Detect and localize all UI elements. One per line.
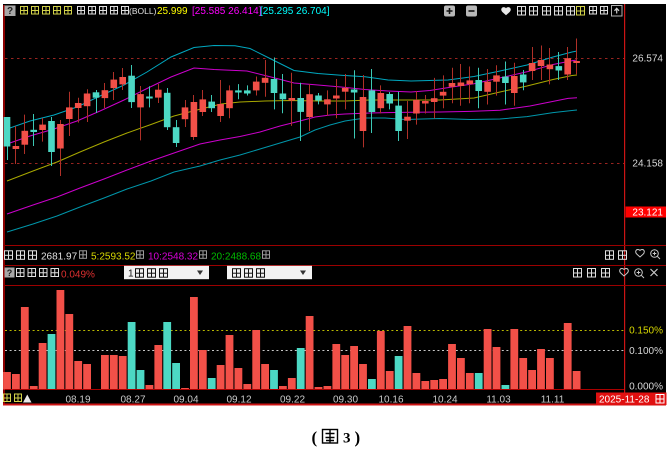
svg-text:3: 3	[343, 431, 351, 447]
svg-text:): )	[355, 428, 361, 447]
svg-text:10.16: 10.16	[378, 395, 403, 406]
svg-text:(: (	[312, 428, 318, 447]
svg-text:[25.585 26.414]: [25.585 26.414]	[192, 6, 262, 17]
svg-text:09.30: 09.30	[333, 395, 358, 406]
svg-text:08.19: 08.19	[65, 395, 90, 406]
svg-text:0.049%: 0.049%	[61, 270, 95, 281]
svg-text:26.574: 26.574	[632, 54, 663, 65]
svg-text:25.999: 25.999	[157, 6, 188, 17]
svg-text:10.24: 10.24	[432, 395, 457, 406]
svg-text:23.121: 23.121	[632, 208, 663, 219]
svg-text:20:2488.68: 20:2488.68	[211, 251, 261, 262]
svg-text:?: ?	[7, 268, 13, 278]
svg-text:11.11: 11.11	[541, 395, 565, 406]
svg-text:[25.295 26.704]: [25.295 26.704]	[260, 6, 330, 17]
svg-text:09.12: 09.12	[226, 395, 251, 406]
svg-text:11.03: 11.03	[486, 395, 511, 406]
svg-text:1: 1	[128, 269, 134, 280]
svg-text:24.158: 24.158	[632, 159, 663, 170]
svg-text:2025-11-28: 2025-11-28	[599, 395, 650, 406]
svg-text:10:2548.32: 10:2548.32	[148, 251, 198, 262]
svg-text:?: ?	[7, 6, 13, 17]
svg-text:(BOLL): (BOLL)	[129, 6, 157, 16]
svg-text:0.000%: 0.000%	[629, 382, 663, 393]
svg-text:0.150%: 0.150%	[629, 326, 663, 337]
svg-text:5:2593.52: 5:2593.52	[91, 251, 136, 262]
svg-text:09.04: 09.04	[173, 395, 198, 406]
svg-text:2681.97: 2681.97	[41, 251, 78, 262]
svg-text:09.22: 09.22	[280, 395, 305, 406]
svg-text:08.27: 08.27	[120, 395, 145, 406]
svg-text:0.100%: 0.100%	[629, 346, 663, 357]
